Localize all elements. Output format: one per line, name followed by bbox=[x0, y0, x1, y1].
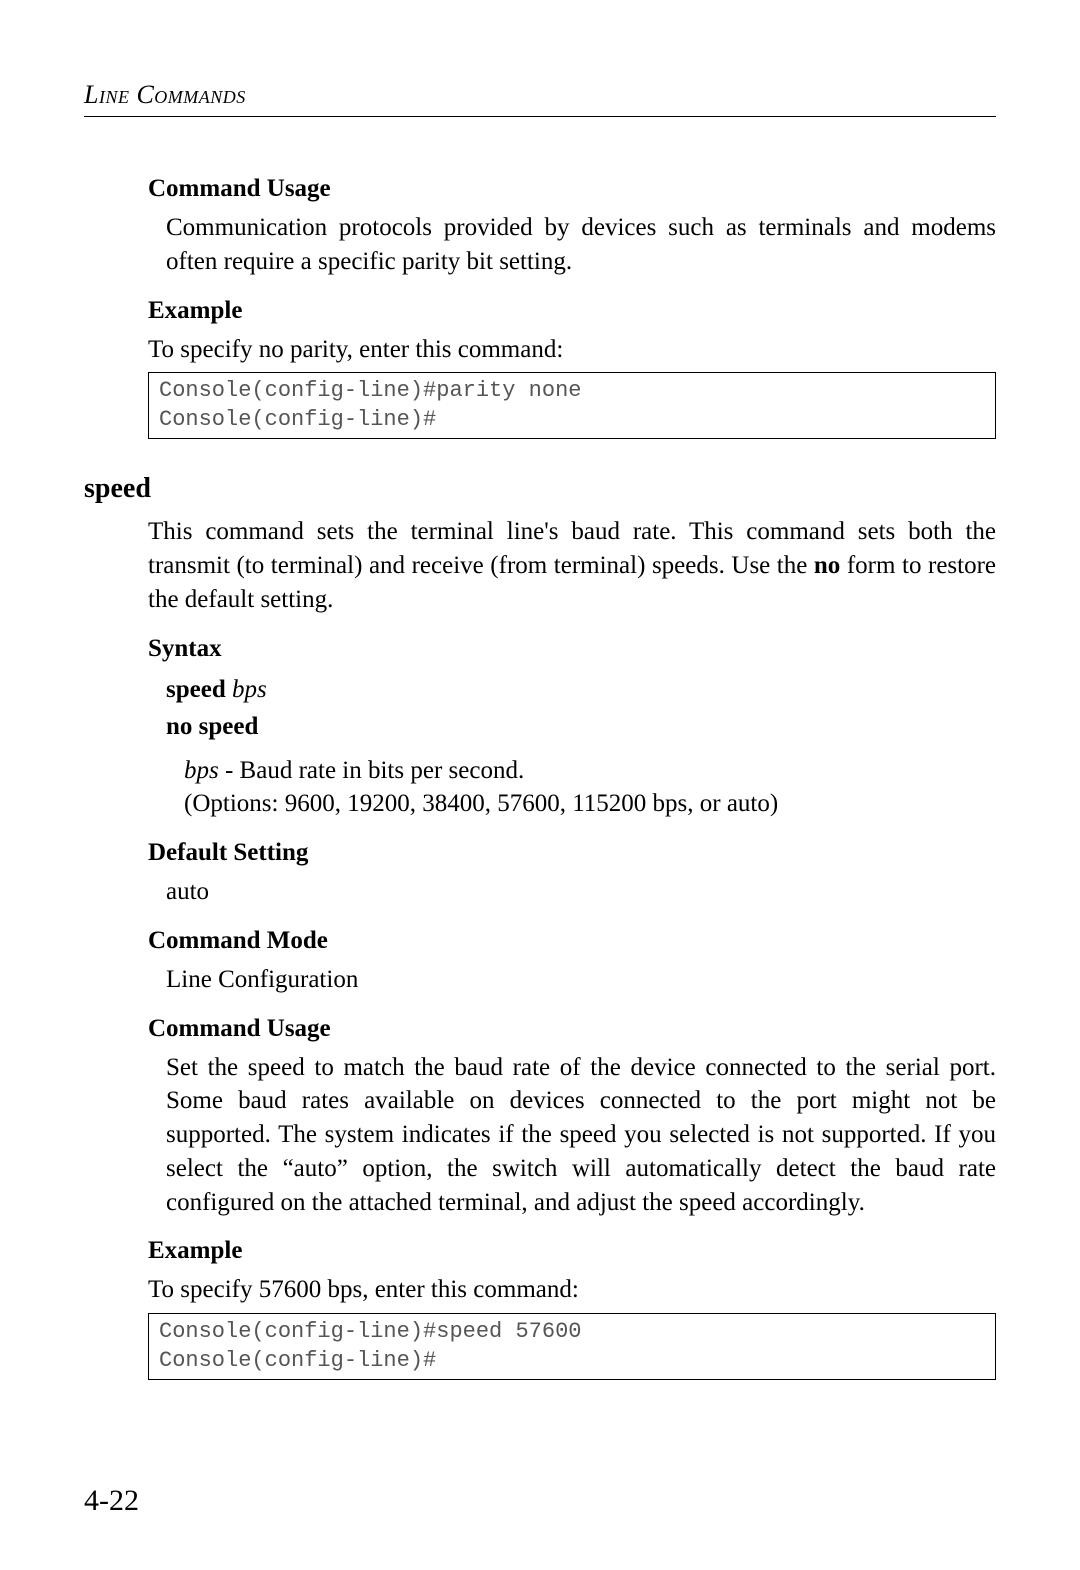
section-command-usage-1: Command Usage bbox=[148, 175, 996, 203]
speed-desc-bold: no bbox=[814, 552, 840, 579]
example-2-code: Console(config-line)#speed 57600 Console… bbox=[148, 1313, 996, 1380]
syntax-param-rest: - Baud rate in bits per second. bbox=[219, 757, 524, 784]
section-syntax: Syntax bbox=[148, 635, 996, 663]
syntax-lines: speed bps no speed bbox=[166, 671, 996, 746]
running-head: Line Commands bbox=[84, 80, 996, 117]
section-command-mode: Command Mode bbox=[148, 927, 996, 955]
example-2-lead: To specify 57600 bps, enter this command… bbox=[148, 1273, 996, 1307]
page-number: 4-22 bbox=[84, 1484, 139, 1518]
command-mode-body: Line Configuration bbox=[166, 963, 996, 997]
command-heading-speed: speed bbox=[84, 473, 996, 505]
section-example-1: Example bbox=[148, 297, 996, 325]
syntax-param-desc: bps - Baud rate in bits per second. (Opt… bbox=[184, 754, 996, 822]
command-usage-1-body: Communication protocols provided by devi… bbox=[166, 211, 996, 279]
syntax-speed-keyword: speed bbox=[166, 676, 226, 703]
example-1-lead: To specify no parity, enter this command… bbox=[148, 333, 996, 367]
section-default-setting: Default Setting bbox=[148, 839, 996, 867]
section-command-usage-2: Command Usage bbox=[148, 1015, 996, 1043]
command-usage-2-body: Set the speed to match the baud rate of … bbox=[166, 1051, 996, 1220]
section-example-2: Example bbox=[148, 1237, 996, 1265]
syntax-param-options: (Options: 9600, 19200, 38400, 57600, 115… bbox=[184, 790, 778, 817]
syntax-bps-param: bps bbox=[232, 676, 267, 703]
syntax-no-speed: no speed bbox=[166, 713, 258, 740]
example-1-code: Console(config-line)#parity none Console… bbox=[148, 372, 996, 439]
page: Line Commands Command Usage Communicatio… bbox=[0, 0, 1080, 1570]
syntax-param-ital: bps bbox=[184, 757, 219, 784]
speed-description: This command sets the terminal line's ba… bbox=[148, 515, 996, 616]
default-setting-body: auto bbox=[166, 875, 996, 909]
